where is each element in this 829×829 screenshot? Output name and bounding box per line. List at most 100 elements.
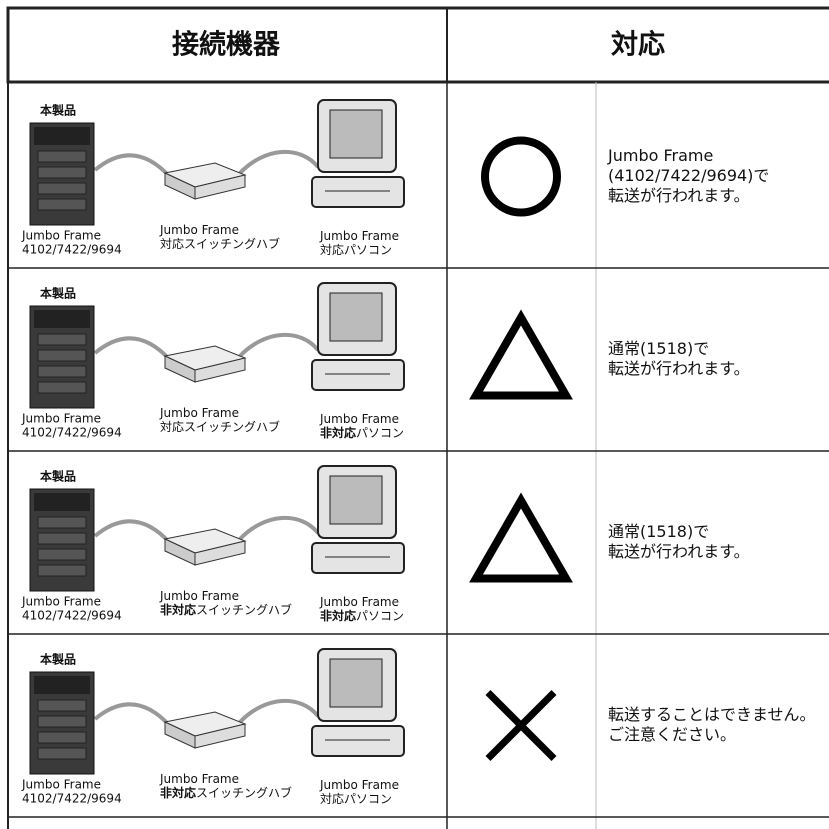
symbol-circle	[481, 136, 561, 217]
switch-label: Jumbo Frame	[159, 406, 239, 420]
description: (4102/7422/9694)で	[608, 166, 769, 185]
switch-label: Jumbo Frame	[159, 223, 239, 237]
nas-bay	[37, 182, 87, 195]
pc-label: Jumbo Frame	[319, 229, 399, 243]
cable	[93, 519, 172, 545]
description: ご注意ください。	[608, 725, 736, 744]
screen	[329, 475, 383, 525]
nas-bay	[37, 150, 87, 163]
nas-bay	[37, 564, 87, 577]
pc-label: 非対応パソコン	[320, 425, 404, 440]
cable	[93, 153, 172, 179]
switch-label: 非対応スイッチングハブ	[160, 602, 292, 617]
header-row	[6, 6, 829, 84]
pc-base	[311, 725, 405, 757]
pc-label: Jumbo Frame	[319, 595, 399, 609]
nas-top	[34, 127, 90, 145]
nas-label: 4102/7422/9694	[22, 426, 122, 440]
switch-label-part: 対応スイッチングハブ	[160, 419, 280, 434]
pc-label: 対応パソコン	[320, 243, 392, 257]
pc-label: 非対応パソコン	[320, 608, 404, 623]
description: 転送が行われます。	[608, 542, 750, 561]
header-support: 対応	[611, 29, 665, 61]
product-label: 本製品	[40, 103, 76, 118]
pc-label-part: パソコン	[356, 609, 404, 623]
pc-label-part: Jumbo Frame	[319, 229, 399, 243]
symbol-cross	[485, 690, 557, 761]
pc-base	[311, 542, 405, 574]
description: 転送が行われます。	[608, 186, 750, 205]
switch-side	[194, 723, 246, 749]
nas-label: 4102/7422/9694	[22, 243, 122, 257]
switch-side	[194, 357, 246, 383]
description: 転送が行われます。	[608, 359, 750, 378]
nas-label: Jumbo Frame	[21, 412, 101, 426]
product-label: 本製品	[40, 286, 76, 301]
description: 転送することはできません。	[608, 705, 816, 724]
pc-label-part: Jumbo Frame	[319, 595, 399, 609]
nas-label: Jumbo Frame	[21, 778, 101, 792]
symbol-triangle	[469, 309, 573, 400]
switch-label-part: 対応スイッチングハブ	[160, 236, 280, 251]
pc-label-part: パソコン	[356, 426, 404, 440]
description: Jumbo Frame	[607, 146, 713, 165]
pc-label: Jumbo Frame	[319, 778, 399, 792]
nas-bay	[37, 365, 87, 378]
switch-label-part: Jumbo Frame	[159, 589, 239, 603]
nas-bay	[37, 548, 87, 561]
switch-label-part: 非対応	[160, 785, 196, 800]
pc-label-part: Jumbo Frame	[319, 412, 399, 426]
product-label: 本製品	[40, 469, 76, 484]
cable	[238, 150, 320, 175]
nas-bay	[37, 349, 87, 362]
switch-side	[194, 540, 246, 566]
pc-label-part: 非対応	[320, 425, 356, 440]
screen	[329, 109, 383, 159]
nas-label: Jumbo Frame	[21, 595, 101, 609]
nas-bay	[37, 532, 87, 545]
switch-label: 対応スイッチングハブ	[160, 419, 280, 434]
pc-label: 対応パソコン	[320, 792, 392, 806]
description: 通常(1518)で	[608, 522, 709, 541]
switch-label-part: Jumbo Frame	[159, 223, 239, 237]
nas-bay	[37, 381, 87, 394]
pc-label-part: 非対応	[320, 608, 356, 623]
pc-label-part: 対応パソコン	[320, 243, 392, 257]
cross-stroke	[485, 690, 557, 761]
nas-bay	[37, 699, 87, 712]
symbol-triangle	[469, 492, 573, 583]
nas-label: 4102/7422/9694	[22, 792, 122, 806]
switch-label-part: Jumbo Frame	[159, 772, 239, 786]
nas-label: Jumbo Frame	[21, 229, 101, 243]
cable	[238, 699, 320, 724]
nas-top	[34, 676, 90, 694]
nas-bay	[37, 747, 87, 760]
nas-bay	[37, 166, 87, 179]
nas-bay	[37, 516, 87, 529]
nas-top	[34, 310, 90, 328]
cable	[238, 333, 320, 358]
screen	[329, 292, 383, 342]
description: 通常(1518)で	[608, 339, 709, 358]
header-devices: 接続機器	[172, 30, 281, 61]
nas-bay	[37, 715, 87, 728]
switch-label: 対応スイッチングハブ	[160, 236, 280, 251]
product-label: 本製品	[40, 652, 76, 667]
screen	[329, 658, 383, 708]
switch-label-part: スイッチングハブ	[196, 785, 292, 800]
switch-side	[194, 174, 246, 200]
pc-base	[311, 176, 405, 208]
switch-label: 非対応スイッチングハブ	[160, 785, 292, 800]
switch-label-part: 非対応	[160, 602, 196, 617]
nas-bay	[37, 198, 87, 211]
pc-label-part: 対応パソコン	[320, 792, 392, 806]
switch-label-part: スイッチングハブ	[196, 602, 292, 617]
nas-bay	[37, 731, 87, 744]
pc-label-part: Jumbo Frame	[319, 778, 399, 792]
nas-top	[34, 493, 90, 511]
cable	[93, 336, 172, 362]
switch-label: Jumbo Frame	[159, 772, 239, 786]
